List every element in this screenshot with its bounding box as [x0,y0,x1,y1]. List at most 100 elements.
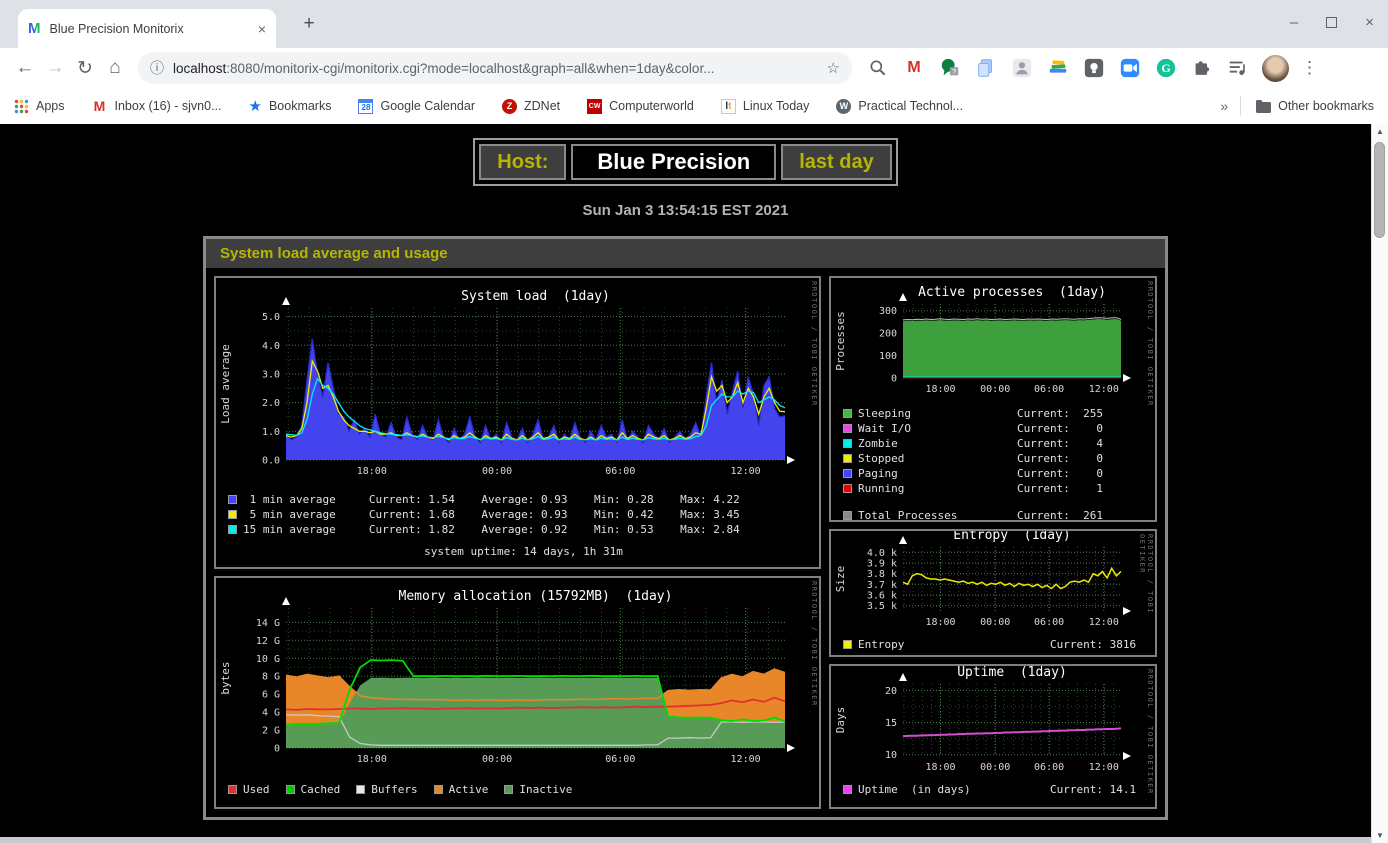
svg-text:12:00: 12:00 [1089,762,1119,773]
svg-text:300: 300 [879,306,897,317]
svg-text:06:00: 06:00 [1034,384,1064,395]
zoom-extension-icon[interactable] [1117,55,1143,81]
svg-text:00:00: 00:00 [980,384,1010,395]
svg-text:5.0: 5.0 [262,312,280,323]
tab-strip: M Blue Precision Monitorix × + – × [0,0,1388,48]
uptime-legend: Uptime (in days) Current: 14.1 [831,778,1155,797]
period-label[interactable]: last day [781,144,892,180]
legend-swatch [843,469,852,478]
reload-button[interactable]: ↻ [77,57,93,79]
bookmarks-divider [1240,96,1242,116]
svg-text:Processes: Processes [834,311,847,371]
svg-text:06:00: 06:00 [1034,762,1064,773]
bookmark-apps[interactable]: Apps [14,99,65,114]
svg-text:Days: Days [834,707,847,734]
svg-text:Active processes (1day): Active processes (1day) [918,285,1106,300]
memory-legend: Used Cached Buffers Active Inactive [216,778,819,797]
zdnet-icon: Z [502,98,517,114]
legend-row: Running Current: 1 [843,481,1155,496]
svg-text:4 G: 4 G [262,708,280,719]
page-info-icon[interactable]: ⓘ [150,60,164,76]
svg-text:4.0 k: 4.0 k [867,548,897,559]
svg-text:10: 10 [885,750,897,761]
svg-text:10 G: 10 G [256,654,280,665]
legend-row: 15 min average Current: 1.82 Average: 0.… [228,522,819,537]
legend-swatch [843,439,852,448]
legend-row: Entropy Current: 3816 [843,637,1155,652]
svg-text:?: ? [952,67,956,76]
svg-text:06:00: 06:00 [605,754,635,765]
new-tab-button[interactable]: + [303,13,315,34]
legend-swatch [843,409,852,418]
home-button[interactable]: ⌂ [109,57,121,78]
close-button[interactable]: × [1365,14,1374,31]
legend-row: Zombie Current: 4 [843,436,1155,451]
scrollbar-up-icon[interactable]: ▲ [1376,127,1384,136]
svg-text:00:00: 00:00 [980,762,1010,773]
browser-tab[interactable]: M Blue Precision Monitorix × [18,9,276,48]
svg-text:0: 0 [274,744,280,755]
tab-close-icon[interactable]: × [257,20,266,37]
monitorix-favicon-icon: M [28,20,41,37]
legend-swatch [504,785,514,794]
svg-text:18:00: 18:00 [357,466,387,477]
legend-row: Wait I/O Current: 0 [843,421,1155,436]
legend-swatch [843,511,852,520]
keep-extension-icon[interactable] [1081,55,1107,81]
back-button[interactable]: ← [15,57,35,78]
legend-swatch [228,785,237,794]
legend-row: Sleeping Current: 255 [843,406,1155,421]
profile-avatar[interactable] [1262,54,1289,82]
legend-footer: system uptime: 14 days, 1h 31m [424,545,623,558]
playlist-extension-icon[interactable] [1225,55,1251,81]
legend-row: Used Cached Buffers Active Inactive [228,782,819,797]
bookmark-computerworld[interactable]: CW Computerworld [587,98,694,114]
search-extension-icon[interactable] [865,55,891,81]
address-bar[interactable]: ⓘ localhost:8080/monitorix-cgi/monitorix… [138,52,852,84]
svg-text:Entropy (1day): Entropy (1day) [953,531,1070,543]
copy-pages-extension-icon[interactable] [973,55,999,81]
system-load-legend: 1 min average Current: 1.54 Average: 0.9… [216,488,819,558]
page-scrollbar[interactable]: ▲ ▼ [1371,124,1388,843]
svg-text:0.0: 0.0 [262,456,280,467]
tab-title: Blue Precision Monitorix [49,21,184,36]
host-name: Blue Precision [571,144,777,180]
svg-text:18:00: 18:00 [925,762,955,773]
bookmark-practical-technology[interactable]: W Practical Technol... [836,98,963,114]
svg-text:3.8 k: 3.8 k [867,569,897,580]
svg-text:Size: Size [834,566,847,593]
bookmark-inbox[interactable]: M Inbox (16) - sjvn0... [92,98,222,114]
legend-swatch [285,785,295,794]
scrollbar-thumb[interactable] [1374,142,1385,238]
svg-text:14 G: 14 G [256,618,280,629]
other-bookmarks-button[interactable]: Other bookmarks [1255,99,1374,113]
legend-row: Uptime (in days) Current: 14.1 [843,782,1155,797]
grammarly-extension-icon[interactable]: G [1153,55,1179,81]
bookmark-google-calendar[interactable]: 28 Google Calendar [358,98,475,114]
gmail-extension-icon[interactable]: M [907,59,921,76]
browser-menu-icon[interactable]: ⋮ [1301,58,1318,77]
svg-text:1.0: 1.0 [262,427,280,438]
svg-text:Memory allocation (15792MB) (: Memory allocation (15792MB) (1day) [399,589,673,604]
extensions-puzzle-icon[interactable] [1189,55,1215,81]
legend-swatch [228,525,237,534]
bookmarks-overflow-icon[interactable]: » [1220,98,1229,114]
legend-row: Stopped Current: 0 [843,451,1155,466]
books-extension-icon[interactable] [1045,55,1071,81]
maximize-button[interactable] [1326,17,1338,28]
bookmark-star-icon[interactable]: ☆ [826,60,840,77]
scrollbar-down-icon[interactable]: ▼ [1376,831,1384,840]
minimize-button[interactable]: – [1289,14,1299,31]
bookmark-zdnet[interactable]: Z ZDNet [502,98,560,114]
person-extension-icon[interactable] [1009,55,1035,81]
bookmark-bookmarks[interactable]: ★ Bookmarks [248,98,332,115]
legend-swatch [356,785,366,794]
svg-text:06:00: 06:00 [605,466,635,477]
svg-text:8 G: 8 G [262,672,280,683]
svg-text:00:00: 00:00 [482,466,512,477]
uptime-chart: 10 15 20 18:00 00:00 06:00 12:00 Uptime (1day) D… [831,665,1155,778]
chat-helper-extension-icon[interactable]: ? [937,55,963,81]
memory-chart: 0 2 G 4 G 6 G 8 G 10 G 12 G 14 G 18:00 00:00 06:00… [216,578,819,778]
forward-button[interactable]: → [45,57,65,78]
